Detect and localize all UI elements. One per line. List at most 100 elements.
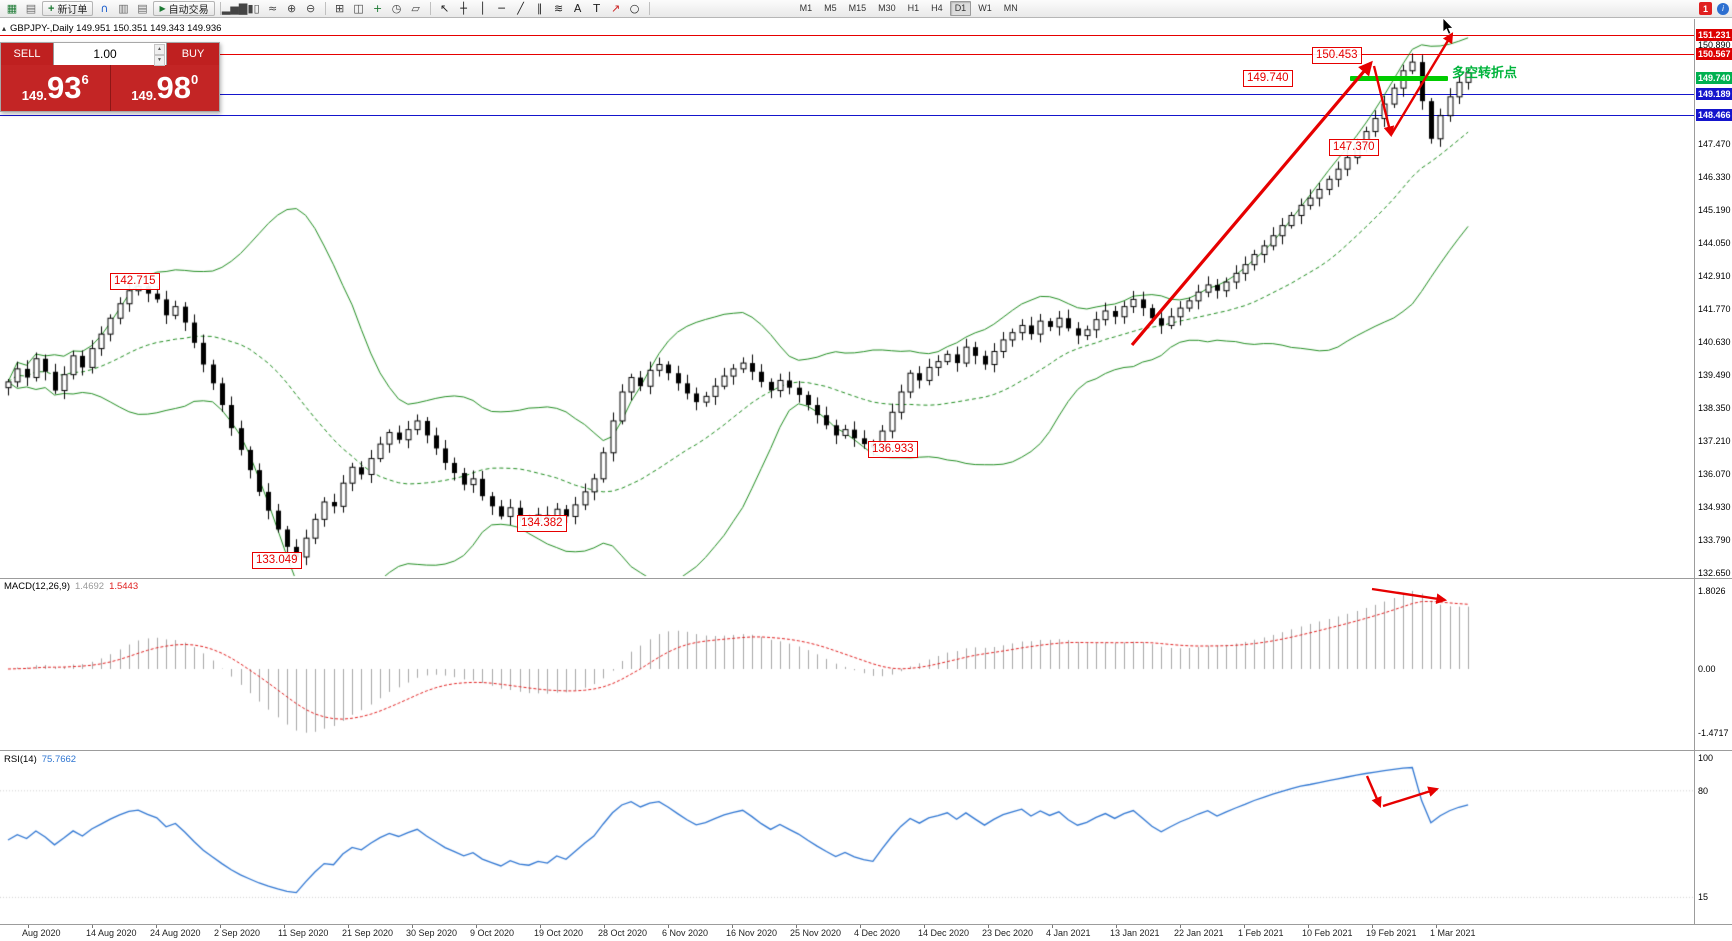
- bar-chart-icon[interactable]: ▂▅▇: [221, 2, 248, 15]
- rsi-axis-label: 15: [1698, 892, 1709, 903]
- turning-point-line-object[interactable]: [1350, 76, 1448, 81]
- buy-price-panel[interactable]: 149. 98 0: [111, 65, 220, 111]
- macd-title: MACD(12,26,9): [4, 581, 70, 592]
- price-label-object[interactable]: 134.382: [517, 515, 567, 532]
- line-chart-icon[interactable]: ≈: [267, 2, 278, 15]
- fibonacci-icon[interactable]: ≋: [553, 2, 564, 15]
- one-click-toggle-icon[interactable]: ▴: [2, 24, 7, 33]
- zoom-out-icon[interactable]: ⊖: [305, 2, 316, 15]
- timeframe-button-m30[interactable]: M30: [878, 3, 896, 13]
- indicators-icon[interactable]: +: [372, 2, 383, 15]
- label-icon[interactable]: T: [593, 2, 600, 15]
- rsi-panel-separator[interactable]: [0, 750, 1732, 751]
- chart-note-text[interactable]: 多空转折点: [1452, 65, 1518, 80]
- price-axis-badge: 151.231: [1696, 29, 1732, 42]
- volume-input[interactable]: [54, 43, 166, 65]
- date-axis-tick: [156, 925, 157, 928]
- new-order-label: 新订单: [57, 5, 88, 16]
- macd-axis-label: 1.8026: [1698, 585, 1726, 596]
- rsi-header: RSI(14) 75.7662: [4, 754, 76, 765]
- cascade-windows-icon[interactable]: ◫: [353, 2, 364, 15]
- date-axis-tick: [28, 925, 29, 928]
- periods-icon[interactable]: ◷: [391, 2, 402, 15]
- price-label-object[interactable]: 147.370: [1329, 139, 1379, 156]
- timeframe-button-w1[interactable]: W1: [978, 3, 992, 13]
- candlestick-chart-icon[interactable]: ▮▯: [247, 2, 260, 15]
- timeframe-button-m15[interactable]: M15: [848, 3, 867, 13]
- buy-button[interactable]: BUY: [167, 43, 219, 65]
- date-axis-label: 23 Dec 2020: [982, 928, 1034, 938]
- price-label-object[interactable]: 149.740: [1243, 70, 1293, 87]
- shapes-icon[interactable]: ○: [629, 2, 640, 15]
- macd-signal-value: 1.5443: [109, 581, 139, 592]
- crosshair-icon[interactable]: ┼: [460, 2, 467, 15]
- timeframe-button-h1[interactable]: H1: [907, 3, 920, 13]
- toolbar-separator: [429, 2, 431, 15]
- volume-field: ▲ ▼: [53, 43, 167, 66]
- market-watch-icon[interactable]: ▥: [118, 2, 129, 15]
- timeframe-button-mn[interactable]: MN: [1003, 3, 1018, 13]
- autotrading-button[interactable]: ▶ 自动交易: [153, 1, 215, 16]
- cursor-icon[interactable]: ↖: [439, 2, 450, 15]
- date-axis-tick: [348, 925, 349, 928]
- arrows-icon[interactable]: ↗: [610, 2, 621, 15]
- price-axis-tick: 147.470: [1698, 139, 1731, 149]
- macd-panel-separator[interactable]: [0, 578, 1732, 579]
- horizontal-line-icon[interactable]: ─: [498, 2, 505, 15]
- date-axis-label: 25 Nov 2020: [790, 928, 842, 938]
- text-icon[interactable]: A: [573, 2, 582, 15]
- volume-down-icon[interactable]: ▼: [154, 55, 165, 66]
- notification-badge[interactable]: 1: [1699, 2, 1712, 15]
- tile-windows-icon[interactable]: ⊞: [334, 2, 345, 15]
- trendline-icon[interactable]: ╱: [517, 2, 524, 15]
- volume-up-icon[interactable]: ▲: [154, 44, 165, 55]
- price-axis-tick: 140.630: [1698, 336, 1731, 347]
- sell-price-prefix: 149.: [21, 88, 48, 103]
- date-axis-label: 19 Oct 2020: [534, 928, 584, 938]
- help-icon[interactable]: i: [1717, 2, 1729, 15]
- macd-axis-label: -1.4717: [1698, 727, 1729, 738]
- trade-panel-header: SELL ▲ ▼ BUY: [1, 43, 219, 66]
- price-axis-tick: 133.790: [1698, 534, 1731, 545]
- timeframe-button-h4[interactable]: H4: [931, 3, 943, 13]
- timeframe-button-m5[interactable]: M5: [824, 3, 837, 13]
- plus-icon: +: [48, 2, 55, 15]
- date-axis-tick: [732, 925, 733, 928]
- date-axis-label: 10 Feb 2021: [1302, 928, 1353, 938]
- sell-price-panel[interactable]: 149. 93 6: [1, 65, 110, 111]
- profiles-icon[interactable]: ▤: [25, 2, 37, 15]
- date-axis-label: 19 Feb 2021: [1366, 928, 1417, 938]
- chart-type-icons-group: ▂▅▇ ▮▯ ≈ ⊕ ⊖: [221, 1, 320, 16]
- date-axis-label: 11 Sep 2020: [278, 928, 329, 938]
- sell-button[interactable]: SELL: [1, 43, 53, 65]
- buy-price-prefix: 149.: [131, 88, 157, 103]
- price-axis-tick: 138.350: [1698, 402, 1731, 413]
- new-chart-icon[interactable]: ▦: [6, 2, 18, 15]
- timeframe-button-m1[interactable]: M1: [799, 3, 813, 13]
- date-axis-label: 22 Jan 2021: [1174, 928, 1224, 938]
- rsi-axis-label: 100: [1698, 753, 1714, 763]
- price-axis-tick: 132.650: [1698, 567, 1731, 578]
- date-axis-tick: [220, 925, 221, 928]
- support-icon[interactable]: ∩: [100, 2, 109, 15]
- price-label-object[interactable]: 133.049: [252, 552, 302, 569]
- new-order-button[interactable]: + 新订单: [42, 1, 94, 16]
- date-axis-label: 4 Dec 2020: [854, 928, 901, 938]
- macd-main-value: 1.4692: [75, 581, 105, 592]
- rsi-title: RSI(14): [4, 754, 37, 765]
- templates-icon[interactable]: ▱: [411, 2, 420, 15]
- date-axis-tick: [1436, 925, 1437, 928]
- vertical-line-icon[interactable]: │: [479, 2, 486, 15]
- zoom-in-icon[interactable]: ⊕: [286, 2, 297, 15]
- date-axis-label: Aug 2020: [22, 928, 61, 938]
- data-window-icon[interactable]: ▤: [137, 2, 148, 15]
- price-label-object[interactable]: 136.933: [868, 441, 918, 458]
- timeframe-button-d1[interactable]: D1: [949, 1, 972, 16]
- channel-icon[interactable]: ∥: [536, 2, 543, 15]
- date-axis-tick: [540, 925, 541, 928]
- price-label-object[interactable]: 150.453: [1312, 47, 1362, 64]
- price-label-object[interactable]: 142.715: [110, 273, 160, 290]
- date-axis-tick: [988, 925, 989, 928]
- date-axis-tick: [668, 925, 669, 928]
